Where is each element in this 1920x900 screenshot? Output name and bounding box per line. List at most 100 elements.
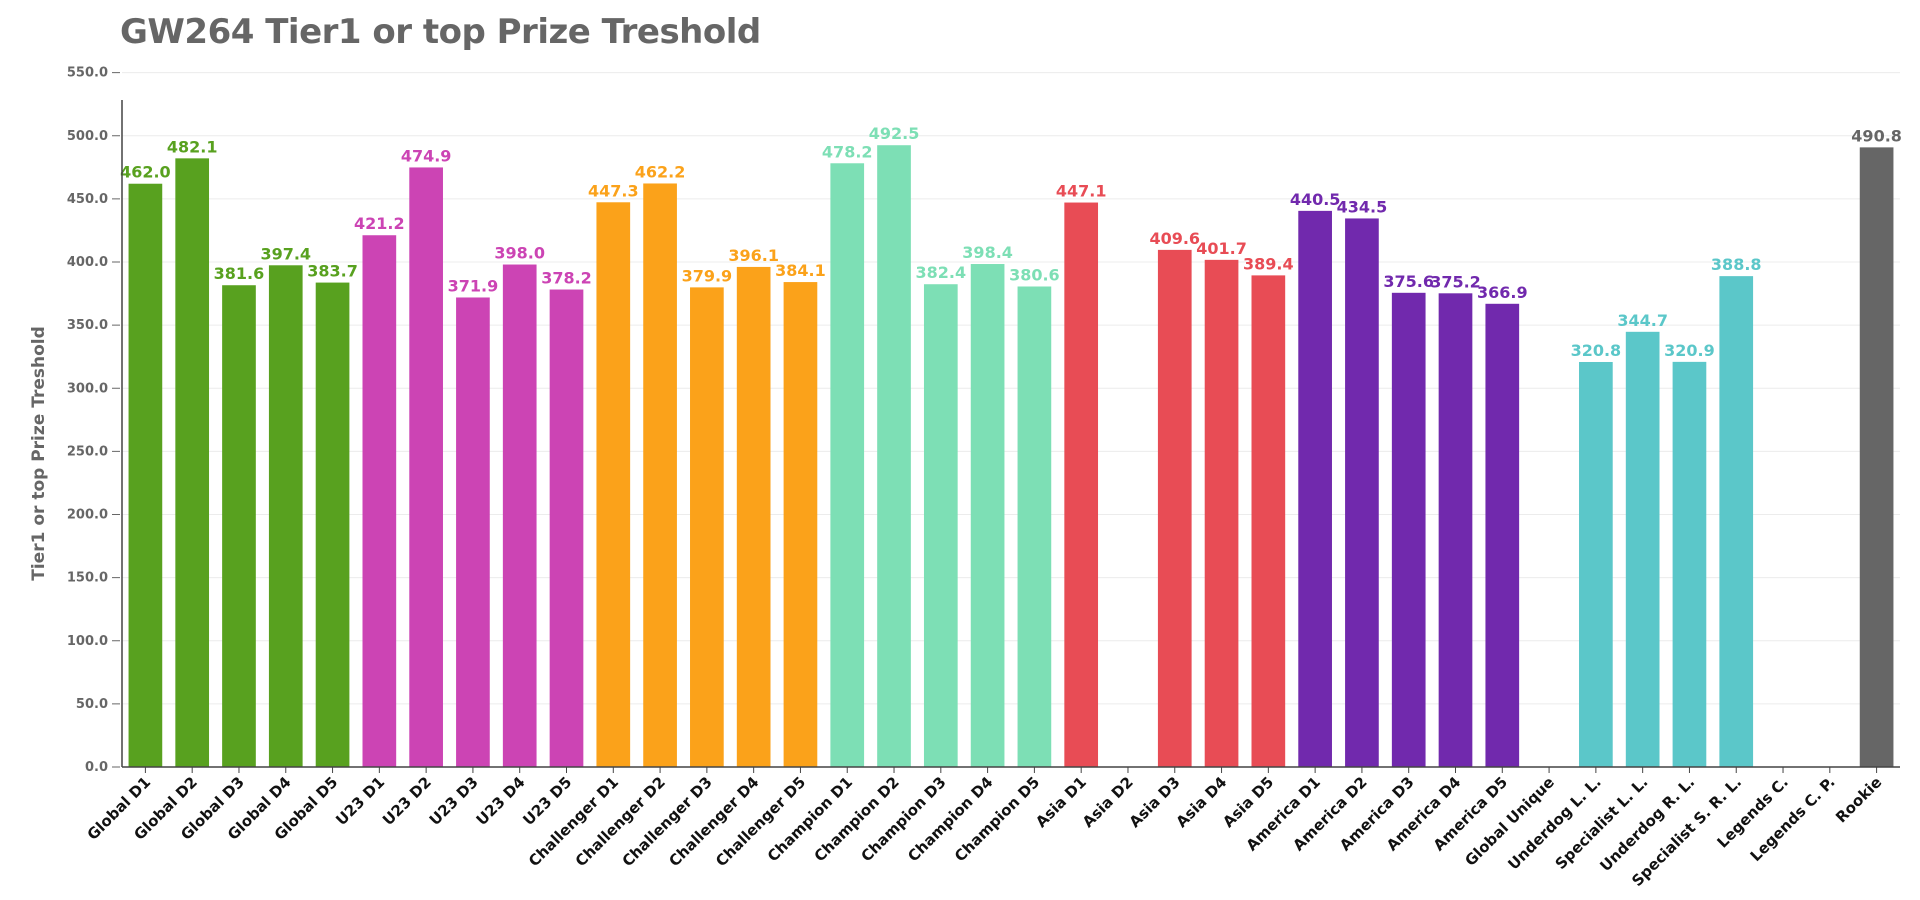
bar-value-label: 380.6 (1009, 265, 1060, 284)
bar (222, 285, 256, 767)
y-axis-label: Tier1 or top Prize Treshold (29, 326, 49, 581)
x-tick-label: U23 D3 (426, 773, 482, 829)
bar (970, 264, 1005, 767)
bar (1438, 293, 1473, 767)
bar-value-label: 434.5 (1337, 197, 1388, 216)
x-tick-label: Asia D2 (1079, 773, 1137, 831)
bar (1625, 331, 1660, 767)
bar (1298, 210, 1332, 767)
bar (596, 202, 631, 767)
y-tick-label: 150.0 (67, 571, 108, 586)
x-tick-label: Champion D2 (811, 773, 903, 865)
y-tick-label: 500.0 (67, 129, 108, 144)
y-tick-label: 50.0 (76, 697, 108, 712)
bar-value-label: 447.1 (1056, 182, 1107, 201)
bar-value-label: 409.6 (1149, 229, 1200, 248)
bar-value-label: 440.5 (1290, 190, 1341, 209)
bar (690, 287, 724, 767)
y-tick-label: 200.0 (67, 508, 108, 523)
bar (1064, 202, 1099, 767)
y-tick-label: 400.0 (67, 255, 108, 270)
bar-value-label: 381.6 (214, 264, 265, 283)
bar (783, 282, 818, 767)
bar-value-label: 398.0 (494, 244, 545, 263)
bar (1485, 303, 1520, 767)
bar-value-label: 492.5 (869, 124, 920, 143)
x-tick-label: Asia D3 (1126, 773, 1184, 831)
bar (1017, 286, 1052, 767)
bar (1157, 249, 1192, 767)
bar (1579, 361, 1613, 767)
bar (643, 183, 677, 767)
x-tick-label: Champion D3 (857, 773, 949, 865)
bar (175, 158, 210, 767)
bar-value-label: 379.9 (682, 266, 733, 285)
bar (409, 167, 443, 768)
bar-value-label: 382.4 (916, 263, 967, 282)
bar (362, 235, 397, 768)
bar (1251, 275, 1286, 767)
y-tick-label: 350.0 (67, 318, 108, 333)
x-tick-label: U23 D2 (379, 773, 435, 829)
bar-value-label: 482.1 (167, 137, 218, 156)
bar-value-label: 397.4 (260, 244, 311, 263)
bar (315, 282, 350, 767)
bar-value-label: 389.4 (1243, 254, 1294, 273)
bar (830, 163, 865, 767)
bar (1859, 147, 1894, 768)
y-tick-label: 550.0 (67, 66, 108, 81)
bar-value-label: 462.0 (120, 163, 171, 182)
bar (1391, 292, 1426, 767)
bar-value-label: 320.8 (1571, 341, 1622, 360)
bar-value-label: 401.7 (1196, 239, 1247, 258)
x-tick-label: Asia D4 (1172, 773, 1230, 831)
bar-value-label: 490.8 (1851, 126, 1902, 145)
bar-value-label: 388.8 (1711, 255, 1762, 274)
bar (549, 289, 584, 767)
bar (1719, 276, 1754, 767)
x-tick-label: Champion D1 (764, 773, 856, 865)
bar-value-label: 447.3 (588, 181, 639, 200)
axes (121, 100, 1900, 768)
bar-value-label: 462.2 (635, 162, 686, 181)
x-tick-label: Rookie (1832, 773, 1885, 826)
y-tick-labels: 0.0 50.0 100.0 150.0 200.0 250.0 300.0 350.0 400… (67, 66, 120, 775)
bar (1672, 361, 1707, 767)
bar-value-label: 474.9 (401, 146, 452, 165)
bar (456, 297, 490, 767)
bars (128, 145, 1894, 768)
y-tick-label: 100.0 (67, 634, 108, 649)
bar-value-label: 344.7 (1617, 311, 1668, 330)
bar-value-label: 383.7 (307, 262, 358, 281)
x-tick-label: Champion D5 (951, 773, 1043, 865)
bar-value-label: 375.6 (1383, 272, 1434, 291)
y-tick-label: 0.0 (85, 760, 108, 775)
bar-value-label: 421.2 (354, 214, 405, 233)
bar (268, 265, 303, 767)
bar (502, 264, 537, 767)
x-tick-label: U23 D4 (473, 773, 529, 829)
y-tick-label: 450.0 (67, 192, 108, 207)
bar (1204, 259, 1239, 767)
bar-value-label: 378.2 (541, 269, 592, 288)
bar (923, 284, 958, 767)
bar-value-label: 366.9 (1477, 283, 1528, 302)
bar-value-label: 478.2 (822, 142, 873, 161)
bar (128, 183, 163, 768)
bar-value-label: 371.9 (448, 276, 499, 295)
bar-value-label: 396.1 (728, 246, 779, 265)
x-tick-label: U23 D1 (332, 773, 388, 829)
y-tick-label: 250.0 (67, 444, 108, 459)
y-tick-label: 300.0 (67, 381, 108, 396)
bar (877, 145, 911, 767)
x-tick-label: Asia D1 (1032, 773, 1090, 831)
bar-value-label: 320.9 (1664, 341, 1715, 360)
bar-value-label: 384.1 (775, 261, 826, 280)
x-tick-label: Champion D4 (904, 773, 996, 865)
chart-title: GW264 Tier1 or top Prize Treshold (120, 12, 761, 52)
bar-value-label: 375.2 (1430, 272, 1481, 291)
bar (1345, 218, 1379, 768)
